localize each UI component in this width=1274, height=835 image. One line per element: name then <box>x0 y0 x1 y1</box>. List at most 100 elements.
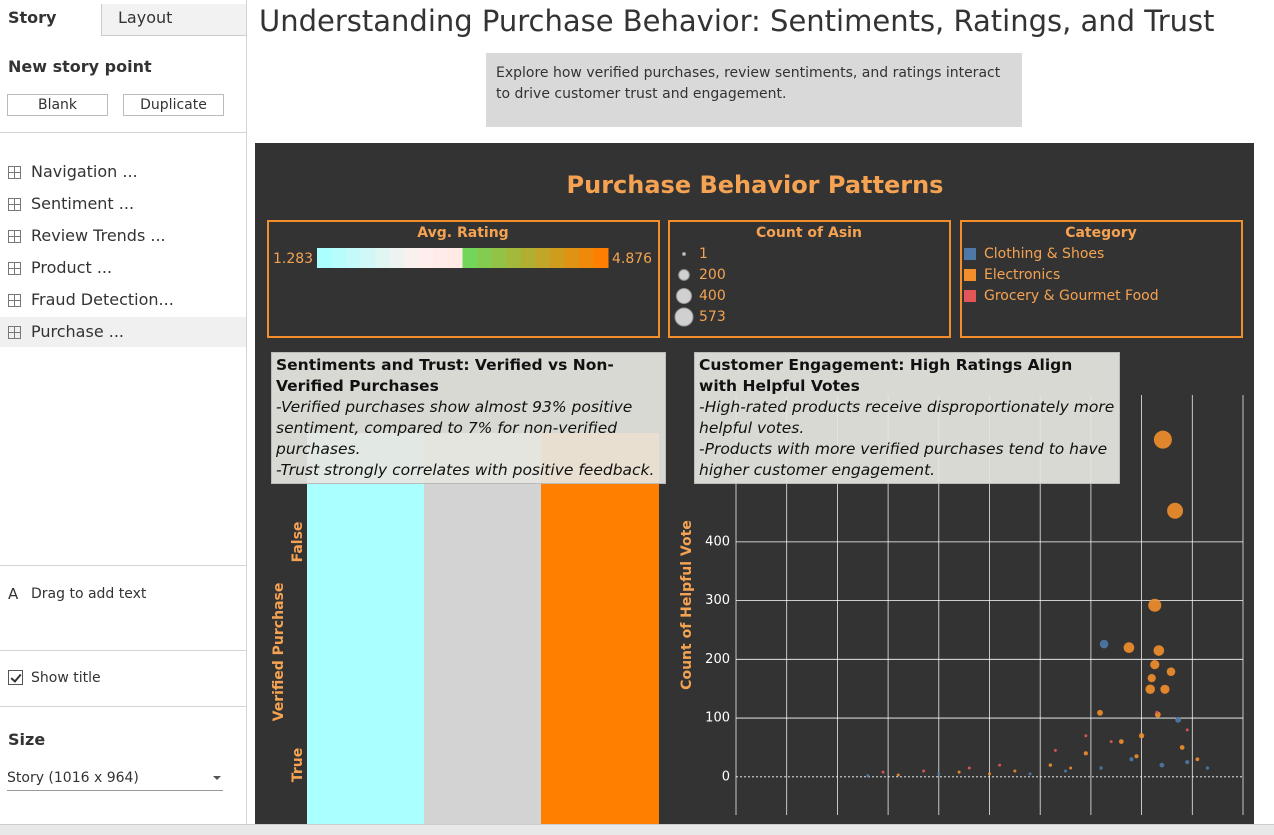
y-tick-label: 100 <box>705 711 730 726</box>
legend-box <box>267 220 660 338</box>
story-point-label: Review Trends ... <box>31 226 166 245</box>
scatter-point <box>1013 769 1017 773</box>
size-legend-label: 400 <box>699 288 726 304</box>
button[interactable]: Duplicate <box>123 94 224 116</box>
color-legend-cell <box>360 248 376 268</box>
size-legend-mark <box>674 307 694 327</box>
button[interactable]: Blank <box>7 94 108 116</box>
story-point[interactable]: Navigation ... <box>0 157 246 187</box>
sentiment-column <box>424 433 541 834</box>
scatter-point <box>1160 684 1170 694</box>
scatter-point <box>1195 757 1200 762</box>
color-legend-cell <box>418 248 434 268</box>
size-legend-label: 573 <box>699 309 726 325</box>
color-legend-cell <box>491 248 507 268</box>
divider <box>0 132 246 133</box>
scatter-point <box>1118 739 1124 744</box>
color-legend-cell <box>447 248 463 268</box>
scatter-point <box>1159 762 1165 768</box>
legend-title: Count of Asin <box>756 225 862 241</box>
scatter-point <box>922 769 926 773</box>
scatter-point <box>1153 645 1165 656</box>
annotation: Sentiments and Trust: Verified vs Non-Ve… <box>271 352 666 484</box>
checkbox-label: Show title <box>31 670 101 686</box>
color-legend-cell <box>506 248 522 268</box>
size-legend-mark <box>678 269 690 281</box>
scatter-point <box>1064 769 1068 773</box>
scatter-point <box>896 773 900 777</box>
annotation-line: -Trust strongly correlates with positive… <box>276 461 655 479</box>
color-legend-cell <box>404 248 420 268</box>
annotation-title: Customer Engagement: High Ratings Align … <box>699 356 1073 395</box>
color-legend-cell <box>535 248 551 268</box>
story-title: Understanding Purchase Behavior: Sentime… <box>259 4 1215 38</box>
y-axis-label: Verified Purchase <box>271 583 287 722</box>
scatter-point <box>1145 684 1155 695</box>
divider <box>0 650 246 651</box>
story-point[interactable]: Fraud Detection... <box>0 285 246 315</box>
color-legend-cell <box>549 248 565 268</box>
color-legend-cell <box>520 248 536 268</box>
legend-title: Avg. Rating <box>417 225 508 241</box>
color-legend-cell <box>375 248 391 268</box>
legend-swatch <box>964 248 976 260</box>
legend-min: 1.283 <box>273 251 313 267</box>
color-legend-cell <box>433 248 449 268</box>
legend-box <box>960 220 1243 338</box>
scatter-point <box>1028 772 1032 776</box>
sentiment-column <box>541 433 659 834</box>
scatter-point <box>1069 766 1073 770</box>
y-tick-label: 200 <box>705 652 730 667</box>
scatter-point <box>1138 733 1145 739</box>
annotation-line: -Products with more verified purchases t… <box>699 440 1108 479</box>
scatter-point <box>1099 639 1109 649</box>
scatter-point <box>1166 667 1176 676</box>
scatter-point <box>998 763 1002 767</box>
dropdown[interactable]: Story (1016 x 964) <box>7 770 223 791</box>
section-heading: Size <box>8 730 46 749</box>
color-legend-cell <box>578 248 594 268</box>
dashboard-title: Purchase Behavior Patterns <box>567 171 944 199</box>
color-legend-cell <box>462 248 478 268</box>
story-point[interactable]: Sentiment ... <box>0 189 246 219</box>
color-legend-cell <box>389 248 405 268</box>
story-point[interactable]: Purchase ... <box>0 317 246 347</box>
size-legend-label: 1 <box>699 246 708 262</box>
drag-text[interactable]: Drag to add text <box>31 586 147 602</box>
scatter-point <box>1185 760 1190 765</box>
scatter-point <box>1147 674 1156 683</box>
story-point-label: Sentiment ... <box>31 194 135 213</box>
checkbox[interactable] <box>8 670 23 685</box>
scatter-point <box>1083 751 1088 756</box>
divider <box>0 565 246 566</box>
scatter-point <box>1053 748 1057 752</box>
scatter-point <box>1123 642 1135 653</box>
tab[interactable]: Layout <box>101 4 246 36</box>
tab[interactable]: Story <box>8 8 57 27</box>
bottom-bar <box>0 824 1274 835</box>
scatter-point <box>937 772 941 776</box>
story-point-label: Fraud Detection... <box>31 290 174 309</box>
icon: A <box>8 585 19 603</box>
y-tick-label: 300 <box>705 593 730 608</box>
sentiment-column <box>307 433 424 834</box>
scatter-point <box>967 766 971 770</box>
y-tick-label: 400 <box>705 534 730 549</box>
scatter-point <box>1179 745 1185 750</box>
annotation-line: -High-rated products receive disproporti… <box>699 398 1115 437</box>
color-legend-cell <box>331 248 347 268</box>
scatter-point <box>1148 598 1162 612</box>
annotation-line: -Verified purchases show almost 93% posi… <box>276 398 633 458</box>
story-point-label: Purchase ... <box>31 322 124 341</box>
legend-max: 4.876 <box>612 251 652 267</box>
scatter-point <box>1205 766 1210 770</box>
scatter-point <box>881 770 885 774</box>
color-legend-cell <box>593 248 609 268</box>
story-point[interactable]: Product ... <box>0 253 246 283</box>
row-label: False <box>290 522 306 563</box>
row-label: True <box>290 748 306 782</box>
scatter-point <box>1134 754 1139 759</box>
story-point[interactable]: Review Trends ... <box>0 221 246 251</box>
